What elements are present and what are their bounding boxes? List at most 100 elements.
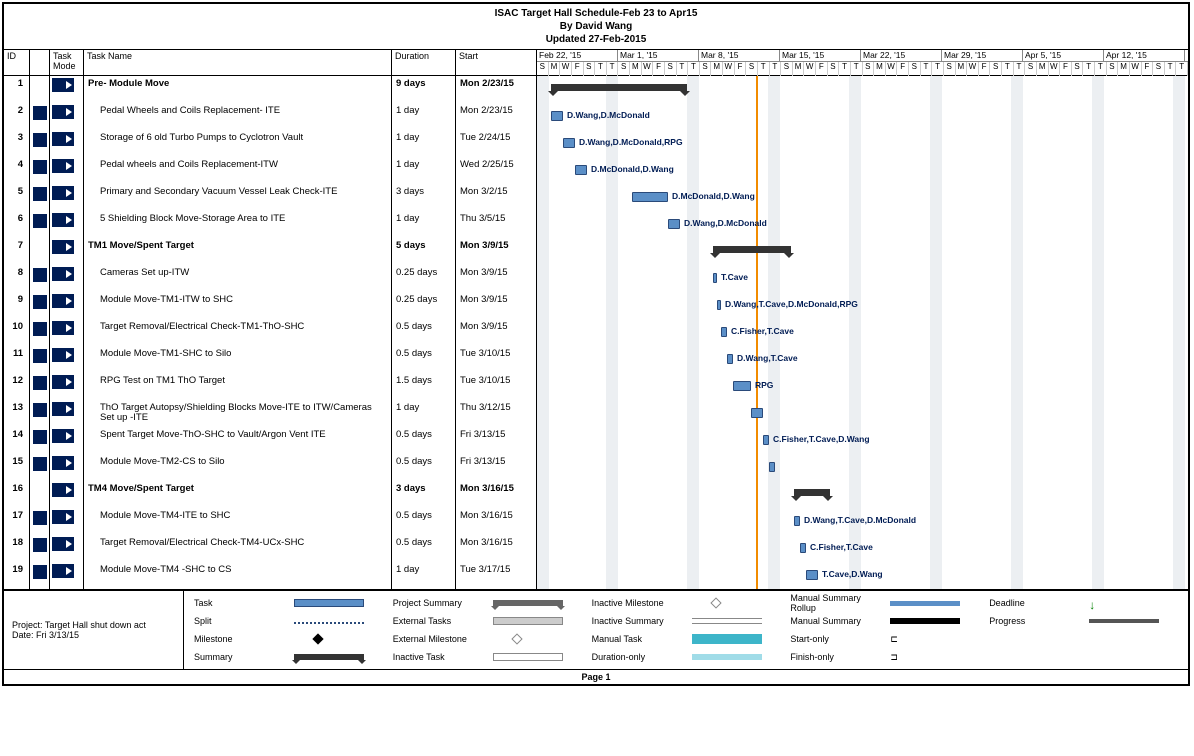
- weekend-stripe: [1011, 76, 1023, 589]
- task-bar[interactable]: [721, 327, 727, 337]
- task-bar[interactable]: [563, 138, 575, 148]
- cell-indicator: [30, 346, 50, 373]
- indicator-icon: [33, 214, 47, 228]
- col-id-header[interactable]: ID: [4, 50, 30, 75]
- day-label: M: [1037, 62, 1049, 76]
- task-bar[interactable]: [733, 381, 751, 391]
- day-label: T: [839, 62, 851, 76]
- week-label: Apr 5, '15: [1023, 50, 1104, 61]
- day-label: S: [1025, 62, 1037, 76]
- cell-taskmode: [50, 346, 84, 373]
- timeline-header: Feb 22, '15Mar 1, '15Mar 8, '15Mar 15, '…: [537, 50, 1188, 76]
- taskmode-icon: [52, 483, 74, 497]
- task-bar[interactable]: [794, 516, 800, 526]
- legend-name: Manual Task: [592, 634, 682, 644]
- cell-id: 12: [4, 373, 30, 400]
- legend-name: Split: [194, 616, 284, 626]
- table-row[interactable]: 14Spent Target Move-ThO-SHC to Vault/Arg…: [4, 427, 536, 454]
- day-label: W: [723, 62, 735, 76]
- cell-start: Mon 3/9/15: [456, 292, 536, 319]
- table-row[interactable]: 8Cameras Set up-ITW0.25 daysMon 3/9/15: [4, 265, 536, 292]
- day-label: S: [944, 62, 956, 76]
- cell-indicator: [30, 535, 50, 562]
- table-row[interactable]: 13ThO Target Autopsy/Shielding Blocks Mo…: [4, 400, 536, 427]
- task-bar[interactable]: [717, 300, 721, 310]
- cell-id: 4: [4, 157, 30, 184]
- legend-name: Milestone: [194, 634, 284, 644]
- cell-indicator: [30, 481, 50, 508]
- col-duration-header[interactable]: Duration: [392, 50, 456, 75]
- summary-bar[interactable]: [551, 84, 687, 91]
- task-bar[interactable]: [800, 543, 806, 553]
- cell-id: 15: [4, 454, 30, 481]
- legend-project-label: Project: Target Hall shut down act: [12, 620, 175, 630]
- table-row[interactable]: 19Module Move-TM4 -SHC to CS1 dayTue 3/1…: [4, 562, 536, 589]
- cell-indicator: [30, 454, 50, 481]
- cell-indicator: [30, 427, 50, 454]
- legend-name: Finish-only: [790, 652, 880, 662]
- table-row[interactable]: 2Pedal Wheels and Coils Replacement- ITE…: [4, 103, 536, 130]
- legend-item: Manual Task: [592, 631, 781, 647]
- task-bar[interactable]: [632, 192, 668, 202]
- cell-taskmode: [50, 481, 84, 508]
- legend-item: [989, 649, 1178, 665]
- task-bar[interactable]: [806, 570, 818, 580]
- gantt-body[interactable]: D.Wang,D.McDonaldD.Wang,D.McDonald,RPGD.…: [537, 76, 1188, 589]
- table-row[interactable]: 7TM1 Move/Spent Target5 daysMon 3/9/15: [4, 238, 536, 265]
- table-row[interactable]: 18Target Removal/Electrical Check-TM4-UC…: [4, 535, 536, 562]
- task-bar[interactable]: [713, 273, 717, 283]
- indicator-icon: [33, 565, 47, 579]
- day-label: M: [956, 62, 968, 76]
- table-row[interactable]: 65 Shielding Block Move-Storage Area to …: [4, 211, 536, 238]
- task-bar[interactable]: [727, 354, 733, 364]
- day-label: S: [781, 62, 793, 76]
- cell-indicator: [30, 400, 50, 427]
- table-row[interactable]: 15Module Move-TM2-CS to Silo0.5 daysFri …: [4, 454, 536, 481]
- cell-taskmode: [50, 76, 84, 103]
- legend-symbol: [493, 617, 563, 625]
- indicator-icon: [33, 187, 47, 201]
- day-label: F: [1142, 62, 1154, 76]
- task-bar[interactable]: [551, 111, 563, 121]
- day-label: S: [990, 62, 1002, 76]
- table-row[interactable]: 16TM4 Move/Spent Target3 daysMon 3/16/15: [4, 481, 536, 508]
- cell-taskmode: [50, 427, 84, 454]
- cell-start: Mon 3/16/15: [456, 481, 536, 508]
- col-start-header[interactable]: Start: [456, 50, 536, 75]
- taskmode-icon: [52, 213, 74, 227]
- table-row[interactable]: 3Storage of 6 old Turbo Pumps to Cyclotr…: [4, 130, 536, 157]
- cell-name: Primary and Secondary Vacuum Vessel Leak…: [84, 184, 392, 211]
- table-row[interactable]: 4Pedal wheels and Coils Replacement-ITW1…: [4, 157, 536, 184]
- table-row[interactable]: 5Primary and Secondary Vacuum Vessel Lea…: [4, 184, 536, 211]
- table-row[interactable]: 1Pre- Module Move9 daysMon 2/23/15: [4, 76, 536, 103]
- table-row[interactable]: 12RPG Test on TM1 ThO Target1.5 daysTue …: [4, 373, 536, 400]
- table-row[interactable]: 11Module Move-TM1-SHC to Silo0.5 daysTue…: [4, 346, 536, 373]
- task-bar[interactable]: [751, 408, 763, 418]
- cell-start: Thu 3/5/15: [456, 211, 536, 238]
- table-row[interactable]: 17Module Move-TM4-ITE to SHC0.5 daysMon …: [4, 508, 536, 535]
- title-block: ISAC Target Hall Schedule-Feb 23 to Apr1…: [4, 4, 1188, 50]
- summary-bar[interactable]: [713, 246, 791, 253]
- day-label: W: [560, 62, 572, 76]
- task-bar[interactable]: [575, 165, 587, 175]
- taskmode-icon: [52, 267, 74, 281]
- task-bar[interactable]: [668, 219, 680, 229]
- week-label: Mar 8, '15: [699, 50, 780, 61]
- col-taskmode-header[interactable]: Task Mode: [50, 50, 84, 75]
- task-bar[interactable]: [763, 435, 769, 445]
- table-row[interactable]: 9Module Move-TM1-ITW to SHC0.25 daysMon …: [4, 292, 536, 319]
- task-bar[interactable]: [769, 462, 775, 472]
- col-taskname-header[interactable]: Task Name: [84, 50, 392, 75]
- col-indicator-header[interactable]: [30, 50, 50, 75]
- table-row[interactable]: 10Target Removal/Electrical Check-TM1-Th…: [4, 319, 536, 346]
- legend-name: Inactive Summary: [592, 616, 682, 626]
- legend-item: Inactive Summary: [592, 613, 781, 629]
- day-label: M: [630, 62, 642, 76]
- bar-resource-label: C.Fisher,T.Cave: [731, 326, 794, 336]
- summary-bar[interactable]: [794, 489, 830, 496]
- taskmode-icon: [52, 132, 74, 146]
- indicator-icon: [33, 403, 47, 417]
- cell-indicator: [30, 103, 50, 130]
- day-label: F: [1060, 62, 1072, 76]
- cell-indicator: [30, 319, 50, 346]
